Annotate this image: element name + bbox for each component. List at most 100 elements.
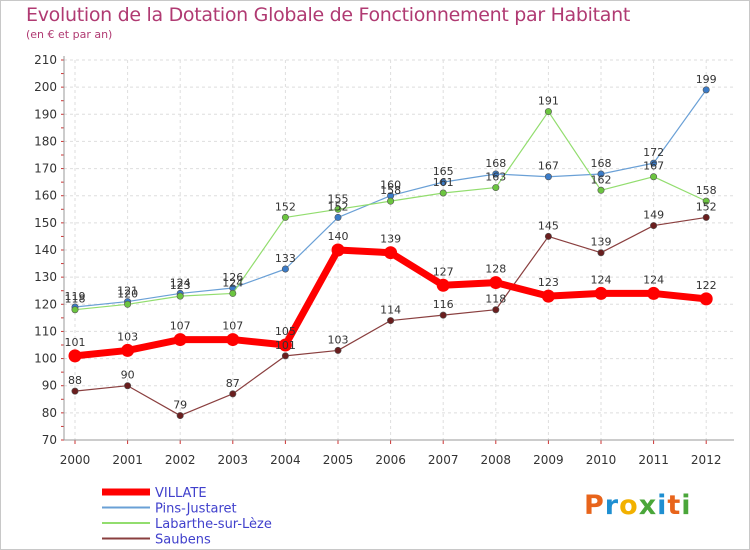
x-tick-label: 2002 [165,453,196,467]
x-tick-label: 2012 [691,453,722,467]
y-tick-label: 70 [42,433,57,447]
data-point-Pins-Justaret [702,86,710,94]
data-point-Saubens [71,387,79,395]
chart-subtitle: (en € et par an) [26,28,113,41]
data-point-Pins-Justaret [334,213,342,221]
x-tick-label: 2011 [638,453,669,467]
y-tick-label: 200 [34,80,57,94]
data-label: 124 [170,276,191,289]
data-point-VILLATE [226,333,240,347]
data-point-Labarthe-sur-Lèze [544,108,552,116]
data-point-Saubens [702,213,710,221]
data-label: 162 [591,173,612,186]
data-point-Pins-Justaret [492,170,500,178]
logo-letter: t [667,490,682,521]
data-label: 167 [538,160,559,173]
legend-label: Pins-Justaret [155,502,237,517]
data-point-Saubens [650,222,658,230]
data-point-Pins-Justaret [597,170,605,178]
x-tick-label: 2008 [481,453,512,467]
data-point-Labarthe-sur-Lèze [281,213,289,221]
data-point-Labarthe-sur-Lèze [439,189,447,197]
data-label: 107 [222,320,243,333]
data-label: 126 [222,271,243,284]
data-point-Labarthe-sur-Lèze [229,289,237,297]
data-point-VILLATE [384,246,398,260]
y-tick-label: 150 [34,216,57,230]
data-label: 116 [433,298,454,311]
x-tick-label: 2001 [112,453,143,467]
data-label: 160 [380,179,401,192]
y-tick-label: 180 [34,134,57,148]
proxiti-logo: Proxiti [584,490,692,521]
data-point-Saubens [334,346,342,354]
data-label: 172 [643,146,664,159]
logo-letter: i [681,490,692,521]
y-tick-label: 100 [34,352,57,366]
y-tick-label: 130 [34,270,57,284]
y-tick-label: 110 [34,324,57,338]
data-label: 87 [226,377,240,390]
data-label: 103 [117,330,138,343]
legend-label: Labarthe-sur-Lèze [155,517,272,532]
data-point-Pins-Justaret [650,159,658,167]
y-tick-label: 170 [34,162,57,176]
y-tick-label: 160 [34,189,57,203]
data-point-Labarthe-sur-Lèze [702,197,710,205]
data-point-Labarthe-sur-Lèze [176,292,184,300]
x-tick-label: 2010 [586,453,617,467]
data-label: 120 [117,287,138,300]
data-label: 139 [380,233,401,246]
data-label: 124 [222,276,243,289]
data-point-VILLATE [699,292,713,306]
data-point-Labarthe-sur-Lèze [124,300,132,308]
data-label: 152 [275,200,296,213]
data-label: 133 [275,252,296,265]
data-point-VILLATE [489,276,503,290]
data-label: 152 [328,200,349,213]
data-point-VILLATE [68,349,82,363]
x-tick-label: 2003 [218,453,249,467]
data-point-Saubens [124,382,132,390]
data-point-Labarthe-sur-Lèze [71,306,79,314]
data-label: 124 [643,273,664,286]
data-label: 155 [328,192,349,205]
data-point-VILLATE [436,278,450,292]
data-point-VILLATE [594,286,608,300]
data-point-VILLATE [121,343,135,357]
data-label: 79 [173,399,187,412]
data-label: 167 [643,160,664,173]
x-tick-label: 2006 [375,453,406,467]
x-tick-label: 2004 [270,453,301,467]
data-label: 145 [538,219,559,232]
x-tick-label: 2005 [323,453,354,467]
logo-letter: x [638,490,658,521]
data-label: 101 [65,336,86,349]
data-label: 103 [328,333,349,346]
data-label: 128 [485,263,506,276]
data-point-Saubens [387,317,395,325]
data-point-VILLATE [331,243,345,257]
data-point-Labarthe-sur-Lèze [387,197,395,205]
y-tick-label: 190 [34,107,57,121]
data-label: 158 [696,184,717,197]
legend-label: Saubens [155,533,211,548]
data-label: 199 [696,73,717,86]
data-point-VILLATE [173,333,187,347]
data-label: 123 [170,279,191,292]
data-label: 122 [696,279,717,292]
data-label: 118 [485,293,506,306]
legend-label: VILLATE [155,486,207,501]
data-label: 90 [121,369,135,382]
logo-letter: r [604,490,620,521]
data-point-Pins-Justaret [281,265,289,273]
data-point-Saubens [281,352,289,360]
data-label: 161 [433,176,454,189]
logo-letter: P [584,490,605,521]
data-label: 124 [591,273,612,286]
y-tick-label: 140 [34,243,57,257]
data-label: 163 [485,171,506,184]
data-point-Saubens [492,306,500,314]
data-label: 168 [485,157,506,170]
